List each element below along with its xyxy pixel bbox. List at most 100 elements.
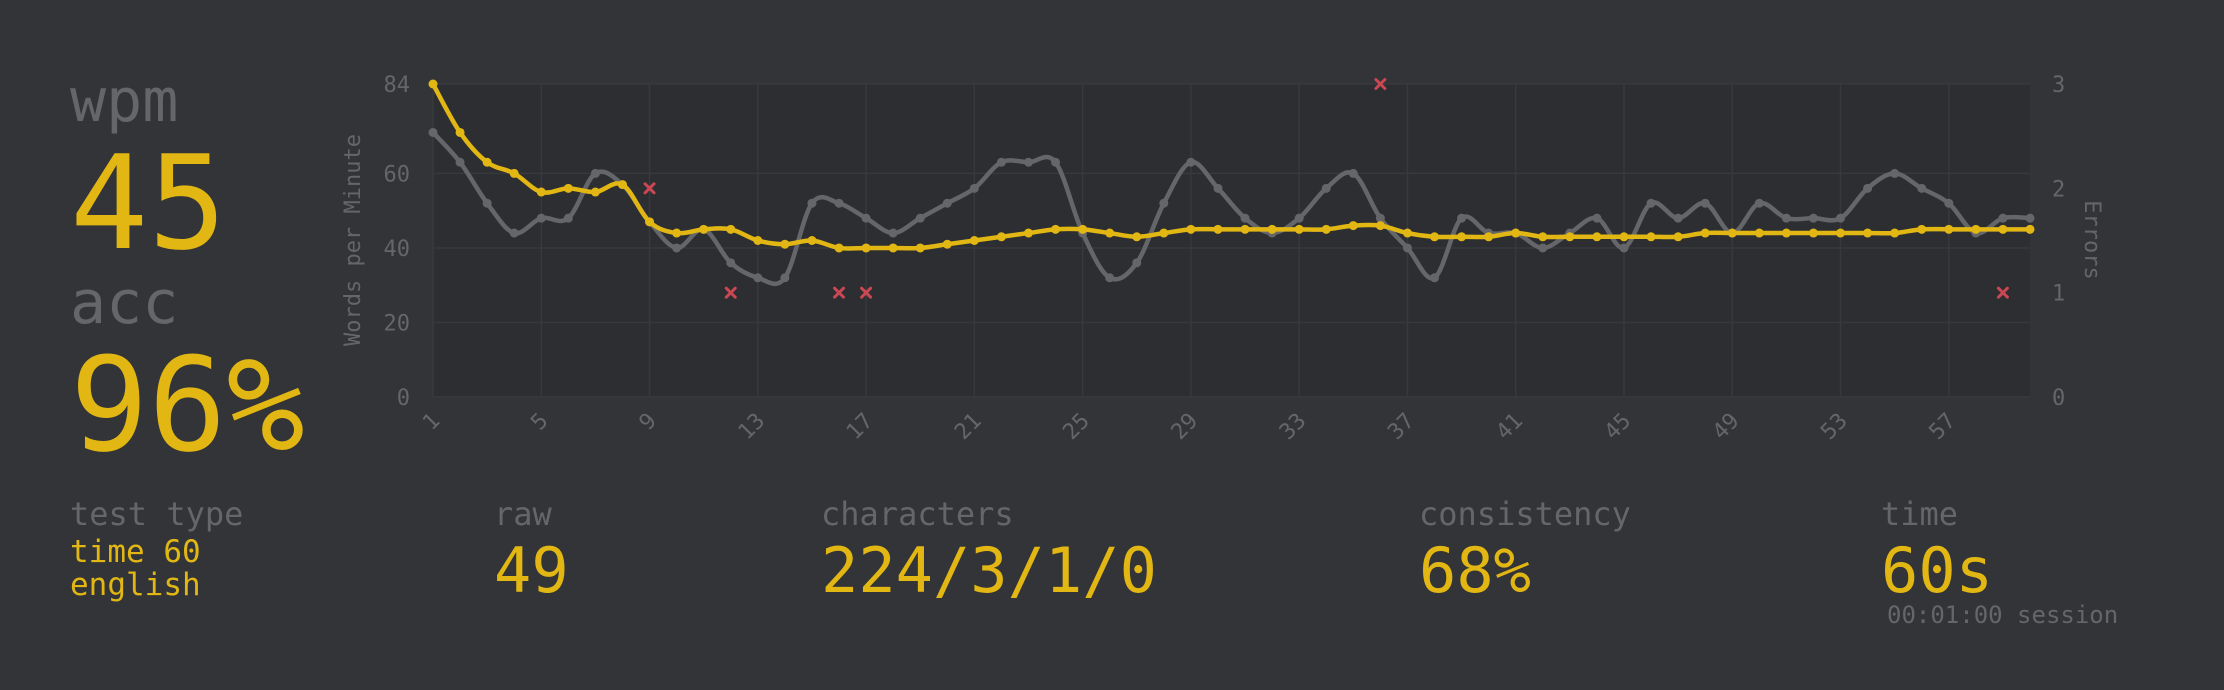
- wpm-point: [1484, 232, 1494, 242]
- error-marker: [860, 286, 873, 299]
- wpm-point: [509, 168, 519, 178]
- raw-point: [1646, 198, 1656, 208]
- raw-point: [780, 273, 790, 283]
- x-tick-label: 57: [1925, 409, 1961, 445]
- raw-point: [1754, 198, 1764, 208]
- wpm-value[interactable]: 45: [70, 127, 227, 279]
- wpm-point: [780, 239, 790, 249]
- chart-grid: [432, 83, 2030, 398]
- raw-point: [563, 213, 573, 223]
- raw-point: [1132, 258, 1142, 268]
- y2-axis-title: Errors: [2079, 200, 2104, 279]
- y2-tick-label: 2: [2052, 177, 2065, 202]
- wpm-point: [617, 180, 627, 190]
- wpm-point: [888, 243, 898, 253]
- x-tick-label: 41: [1492, 409, 1528, 445]
- raw-label: raw: [494, 495, 552, 533]
- raw-point: [1781, 213, 1791, 223]
- raw-point: [2025, 213, 2035, 223]
- wpm-point: [915, 243, 925, 253]
- wpm-point: [1944, 224, 1954, 234]
- raw-point: [1023, 157, 1033, 167]
- raw-point: [1457, 213, 1467, 223]
- wpm-point: [969, 236, 979, 245]
- raw-point: [1051, 157, 1061, 167]
- wpm-point: [536, 187, 546, 197]
- characters-value[interactable]: 224/3/1/0: [821, 534, 1157, 607]
- test-type-label: test type: [70, 495, 244, 533]
- wpm-point: [1700, 228, 1710, 238]
- wpm-point: [1430, 232, 1440, 242]
- test-type-language[interactable]: english: [70, 567, 201, 603]
- raw-point: [1105, 273, 1115, 283]
- raw-point: [834, 198, 844, 208]
- chart-plot-area: [433, 84, 2030, 397]
- x-tick-label: 45: [1600, 409, 1636, 445]
- wpm-point: [482, 157, 492, 167]
- raw-point: [915, 213, 925, 223]
- raw-point: [1213, 183, 1223, 193]
- x-tick-label: 25: [1058, 409, 1094, 445]
- wpm-point: [1836, 228, 1846, 238]
- wpm-point: [563, 183, 573, 193]
- raw-point: [942, 198, 952, 208]
- wpm-point: [672, 228, 682, 238]
- wpm-point: [807, 236, 817, 245]
- raw-point: [1700, 198, 1710, 208]
- test-type-mode[interactable]: time 60: [70, 534, 201, 570]
- raw-point: [1673, 213, 1683, 223]
- x-tick-label: 9: [635, 409, 662, 436]
- wpm-point: [1565, 232, 1575, 242]
- raw-point: [1538, 243, 1548, 253]
- raw-point: [1944, 198, 1954, 208]
- wpm-point: [1023, 228, 1033, 238]
- raw-value[interactable]: 49: [494, 534, 569, 607]
- accuracy-value[interactable]: 96%: [70, 329, 305, 481]
- characters-label: characters: [821, 495, 1014, 533]
- wpm-point: [1321, 224, 1331, 234]
- raw-point: [1159, 198, 1169, 208]
- raw-point: [888, 228, 898, 238]
- x-tick-label: 13: [734, 409, 770, 445]
- wpm-point: [1511, 228, 1521, 238]
- wpm-point: [753, 236, 763, 245]
- raw-point: [861, 213, 871, 223]
- raw-point: [428, 127, 438, 137]
- consistency-label: consistency: [1419, 495, 1631, 533]
- raw-point: [1321, 183, 1331, 193]
- raw-point: [1998, 213, 2008, 223]
- wpm-point: [996, 232, 1006, 242]
- wpm-point: [428, 79, 438, 89]
- wpm-point: [1375, 221, 1385, 231]
- raw-point: [590, 168, 600, 178]
- y-tick-label: 84: [384, 73, 411, 98]
- raw-point: [1240, 213, 1250, 223]
- wpm-point: [590, 187, 600, 197]
- wpm-point: [1781, 228, 1791, 238]
- consistency-value[interactable]: 68%: [1419, 534, 1531, 607]
- error-markers: [643, 78, 2009, 299]
- x-tick-label: 53: [1816, 409, 1852, 445]
- raw-point: [482, 198, 492, 208]
- wpm-point: [2025, 224, 2035, 234]
- wpm-point: [455, 127, 465, 137]
- wpm-point: [1592, 232, 1602, 242]
- raw-point: [509, 228, 519, 238]
- wpm-label: wpm: [70, 66, 179, 136]
- y-axis-ticks: 0 20 40 60 84: [384, 73, 411, 411]
- y-tick-label: 20: [384, 311, 411, 336]
- wpm-point: [1673, 232, 1683, 242]
- wpm-point: [1402, 228, 1412, 238]
- wpm-point: [1538, 232, 1548, 242]
- wpm-point: [1457, 232, 1467, 242]
- error-marker: [643, 182, 656, 195]
- y2-tick-label: 3: [2052, 73, 2065, 98]
- y2-tick-label: 0: [2052, 386, 2065, 411]
- raw-point: [1186, 157, 1196, 167]
- time-value[interactable]: 60s: [1881, 534, 1993, 607]
- wpm-point: [1998, 224, 2008, 234]
- raw-point: [1348, 168, 1358, 178]
- x-tick-label: 17: [842, 409, 878, 445]
- x-axis-ticks: 1 5 9 13 17 21 25 29 33 37 41 45 49 53 57: [418, 409, 1961, 445]
